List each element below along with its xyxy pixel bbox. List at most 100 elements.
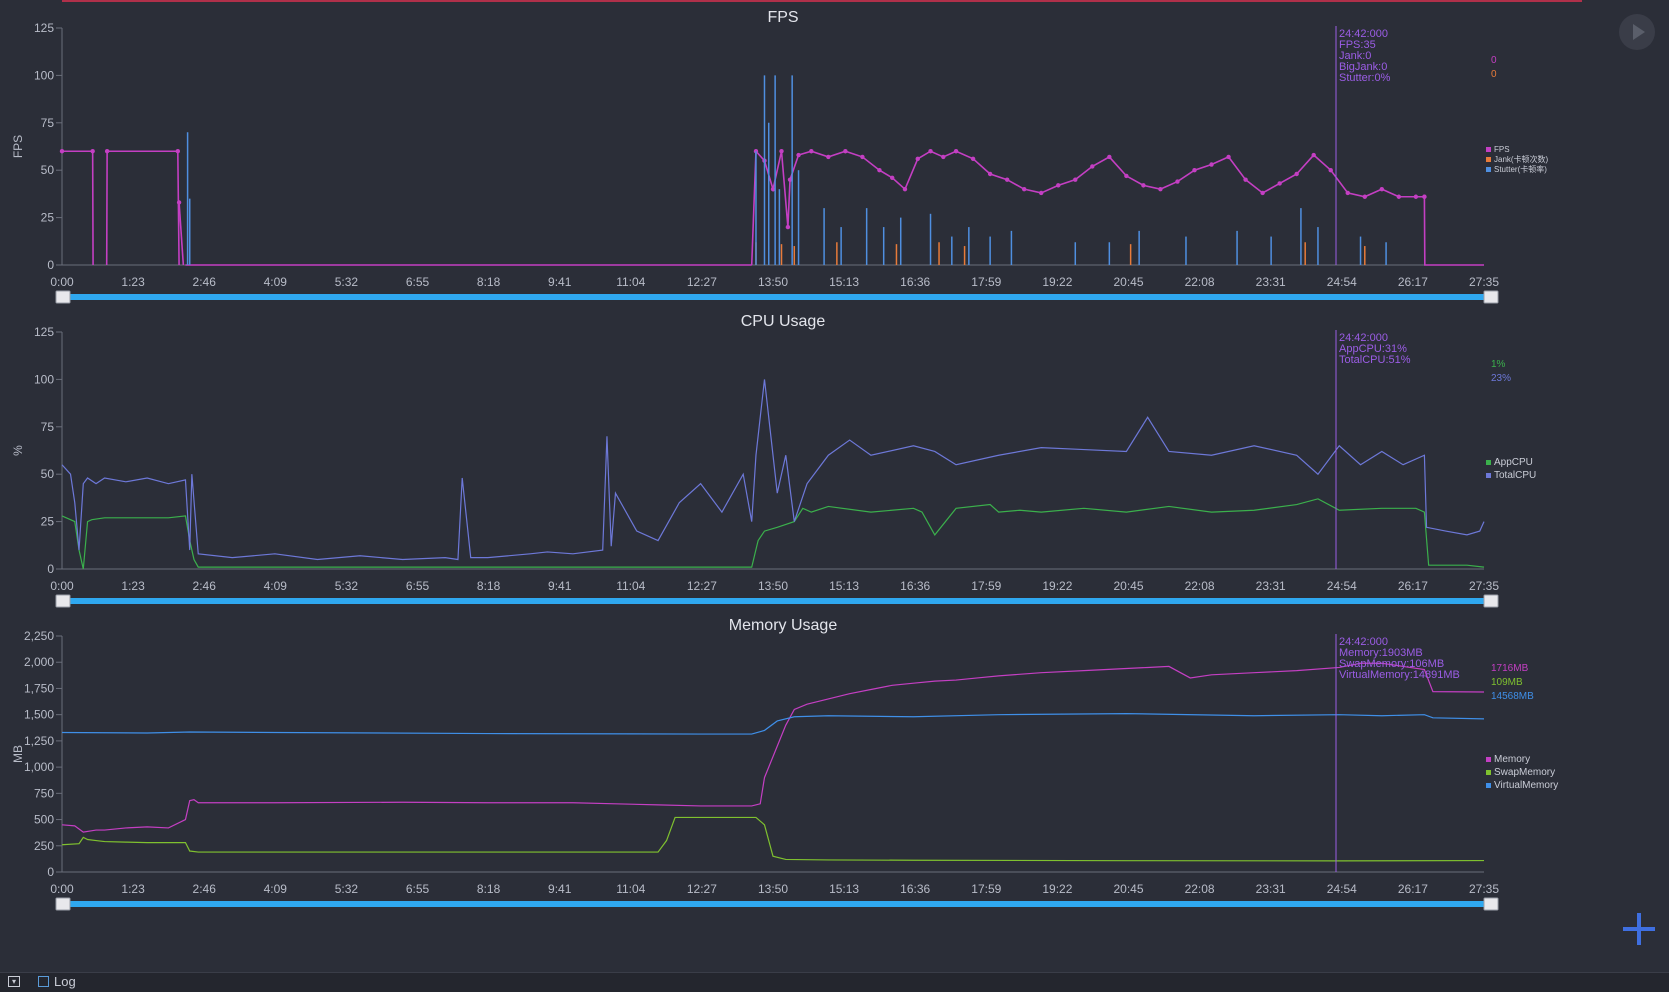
x-tick-label: 16:36	[900, 275, 930, 289]
x-tick-label: 24:54	[1327, 275, 1357, 289]
data-point-fps	[785, 224, 791, 230]
x-tick-label: 2:46	[193, 579, 217, 593]
data-point-fps	[770, 186, 776, 192]
x-tick-label: 17:59	[971, 275, 1001, 289]
data-point-fps	[1175, 179, 1180, 184]
y-tick-label: 1,000	[24, 760, 54, 774]
data-point-fps	[176, 200, 182, 205]
x-tick-label: 15:13	[829, 579, 859, 593]
series-line-fps	[62, 150, 94, 266]
cursor-readout: 24:42:000	[1339, 332, 1388, 344]
y-tick-label: 1,750	[24, 681, 54, 695]
time-range-scrollbar	[62, 294, 1490, 300]
play-icon-glyph	[1633, 24, 1645, 40]
data-point-fps	[1422, 194, 1427, 199]
y-tick-label: 250	[34, 839, 54, 853]
cursor-readout: TotalCPU:51%	[1339, 354, 1411, 366]
legend-swatch-virtual	[1486, 783, 1491, 788]
x-tick-label: 23:31	[1256, 275, 1286, 289]
cursor-readout: SwapMemory:106MB	[1339, 658, 1444, 670]
x-tick-label: 6:55	[406, 275, 430, 289]
scrollbar-handle	[1483, 897, 1499, 911]
x-tick-label: 11:04	[616, 275, 645, 289]
series-line-appcpu	[61, 498, 1485, 570]
data-point-fps	[1192, 168, 1197, 173]
data-point-fps	[915, 156, 920, 162]
x-tick-label: 4:09	[264, 882, 288, 896]
data-point-fps	[1056, 183, 1061, 188]
x-tick-label: 17:59	[971, 882, 1001, 896]
chart-title: CPU Usage	[741, 313, 826, 330]
y-axis-label: FPS	[11, 135, 25, 158]
x-tick-label: 27:35	[1469, 579, 1499, 593]
data-point-fps	[1141, 183, 1146, 188]
data-point-fps	[1396, 194, 1402, 199]
log-label: Log	[54, 974, 76, 989]
series-line-fps	[750, 149, 1425, 266]
legend-swatch-memory	[1486, 757, 1491, 762]
data-point-fps	[890, 175, 895, 180]
plus-icon[interactable]	[1621, 911, 1657, 947]
x-tick-label: 16:36	[900, 882, 930, 896]
x-tick-label: 22:08	[1185, 882, 1215, 896]
series-line-fps	[105, 150, 180, 266]
legend-swatch-stutter	[1486, 167, 1491, 172]
x-tick-label: 26:17	[1398, 275, 1428, 289]
data-point-fps	[877, 168, 882, 173]
x-tick-label: 8:18	[477, 579, 501, 593]
log-checkbox[interactable]	[38, 976, 49, 987]
x-tick-label: 9:41	[548, 579, 572, 593]
chevron-down-icon[interactable]: ▾	[8, 976, 20, 987]
x-tick-label: 24:54	[1327, 579, 1357, 593]
x-tick-label: 12:27	[687, 882, 717, 896]
fps-chart-panel: FPS 0 25 50 75 100 125 FPS 0:00 1:23 2:46 4:09 5:32 6…	[0, 0, 1669, 304]
chart-title: FPS	[767, 9, 798, 26]
data-point-fps	[1311, 152, 1316, 158]
x-tick-label: 13:50	[758, 275, 788, 289]
legend-swatch-swap	[1486, 770, 1491, 775]
scrollbar-handle	[1483, 594, 1499, 608]
y-tick-label: 50	[41, 163, 55, 177]
x-tick-label: 0:00	[50, 275, 74, 289]
x-tick-label: 15:13	[829, 275, 859, 289]
data-point-fps	[902, 186, 908, 192]
memory-chart-panel: Memory Usage 0 250 500 750 1,000 1,250 1,500 1,7…	[0, 608, 1669, 972]
x-tick-label: 26:17	[1398, 579, 1428, 593]
x-tick-label: 2:46	[193, 882, 217, 896]
x-tick-label: 22:08	[1185, 275, 1215, 289]
x-tick-label: 4:09	[264, 579, 288, 593]
x-tick-label: 23:31	[1256, 579, 1286, 593]
data-point-fps	[826, 154, 831, 160]
y-tick-label: 50	[41, 467, 55, 481]
series-line-fps	[178, 202, 185, 266]
play-icon[interactable]	[1619, 14, 1655, 50]
legend-label-appcpu: AppCPU	[1494, 457, 1533, 468]
cursor-readout: BigJank:0	[1339, 61, 1387, 73]
fps-chart: FPS 0 25 50 75 100 125 FPS 0:00 1:23 2:46 4:09 5:32 6…	[11, 9, 1549, 304]
x-tick-label: 20:45	[1113, 275, 1143, 289]
x-tick-label: 12:27	[687, 275, 717, 289]
data-point-fps	[1413, 194, 1419, 199]
data-point-fps	[779, 149, 784, 154]
cursor-readout: 24:42:000	[1339, 28, 1388, 40]
x-tick-label: 6:55	[406, 882, 430, 896]
cursor-readout: FPS:35	[1339, 39, 1376, 51]
data-point-fps	[1107, 154, 1112, 160]
data-point-fps	[1362, 194, 1367, 199]
x-tick-label: 20:45	[1113, 882, 1143, 896]
data-point-fps	[90, 149, 95, 154]
top-accent-line	[62, 0, 1582, 2]
legend-label-virtual: VirtualMemory	[1494, 780, 1558, 791]
series-line-fps	[1423, 196, 1484, 266]
legend-swatch-appcpu	[1486, 460, 1491, 465]
data-point-fps	[59, 149, 65, 154]
legend-swatch-fps	[1486, 147, 1491, 152]
cursor-readout: AppCPU:31%	[1339, 343, 1407, 355]
cpu-chart-panel: CPU Usage 0 25 50 75 100 125% 0:00 1:23 2:46 4:09 5…	[0, 304, 1669, 608]
y-tick-label: 75	[41, 116, 55, 130]
data-point-fps	[928, 149, 933, 154]
cursor-readout: Stutter:0%	[1339, 72, 1391, 84]
x-tick-label: 13:50	[758, 579, 788, 593]
x-tick-label: 1:23	[121, 275, 145, 289]
time-range-scrollbar	[62, 598, 1490, 604]
